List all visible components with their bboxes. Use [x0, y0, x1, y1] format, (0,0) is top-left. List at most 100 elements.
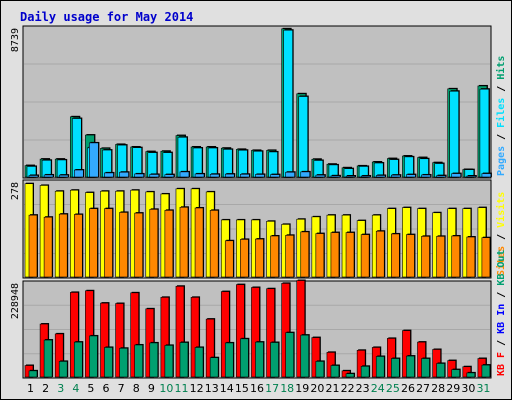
- legend-kb-f: KB F: [496, 352, 507, 376]
- bar-sites: [209, 210, 219, 278]
- x-tick-label: 24: [371, 382, 385, 395]
- legend-sites: Sites: [495, 246, 507, 276]
- bar-sites: [73, 214, 83, 278]
- legend-visits: Visits: [495, 192, 507, 228]
- bar-pages: [240, 173, 250, 178]
- x-tick-label: 15: [235, 382, 249, 395]
- bar-pages: [224, 173, 235, 178]
- x-tick-label: 18: [280, 382, 294, 395]
- bar-kb-out: [451, 369, 461, 378]
- x-tick-label: 14: [220, 382, 234, 395]
- bar-kb-out: [421, 358, 430, 378]
- bar-files: [132, 147, 142, 178]
- bar-pages: [255, 174, 265, 178]
- bar-sites: [149, 209, 159, 278]
- bar-files: [71, 118, 82, 178]
- bar-sites: [375, 230, 385, 278]
- bar-pages: [58, 174, 69, 178]
- bar-kb-out: [345, 373, 355, 378]
- bar-kb-out: [481, 364, 491, 378]
- bar-kb-out: [436, 363, 445, 378]
- bar-kb-out: [164, 345, 174, 378]
- bar-sites: [315, 233, 325, 278]
- legend-top: Pages / Files / Hits: [495, 56, 507, 176]
- legend-bottom: KB F / KB In / KB Out: [496, 250, 507, 376]
- bar-pages: [149, 174, 160, 178]
- bar-pages: [391, 174, 401, 178]
- x-tick-label: 31: [476, 382, 490, 395]
- y-max-label: 278: [10, 182, 21, 200]
- bar-sites: [436, 236, 445, 278]
- bar-kb-out: [466, 372, 476, 378]
- bar-sites: [330, 232, 340, 278]
- bar-pages: [330, 175, 341, 178]
- x-tick-label: 7: [118, 382, 125, 395]
- x-tick-label: 6: [103, 382, 110, 395]
- bar-pages: [360, 175, 371, 178]
- bar-sites: [270, 235, 279, 278]
- bar-sites: [89, 208, 98, 278]
- bar-pages: [406, 174, 416, 178]
- bar-pages: [270, 174, 280, 178]
- x-tick-label: 22: [341, 382, 355, 395]
- bar-pages: [194, 173, 205, 178]
- x-tick-label: 25: [386, 382, 400, 395]
- bar-files: [253, 150, 263, 178]
- x-tick-label: 20: [310, 382, 324, 395]
- panel-top: 8739 Pages / Files / Hits: [10, 25, 507, 179]
- bar-pages: [134, 173, 144, 178]
- bar-sites: [224, 240, 234, 278]
- x-tick-label: 28: [431, 382, 445, 395]
- bar-sites: [481, 237, 491, 278]
- x-tick-label: 26: [401, 382, 415, 395]
- bar-files: [162, 152, 173, 178]
- legend-separator: /: [496, 286, 507, 304]
- bar-pages: [209, 173, 220, 178]
- legend-hits: Hits: [495, 56, 507, 80]
- bar-sites: [164, 210, 174, 278]
- bar-pages: [89, 142, 99, 178]
- bar-pages: [73, 169, 84, 178]
- bar-kb-out: [240, 338, 249, 378]
- legend-middle: Sites / Visits: [495, 192, 507, 276]
- bar-sites: [255, 238, 264, 278]
- bar-files: [283, 29, 293, 178]
- bar-pages: [285, 171, 295, 178]
- x-tick-label: 19: [295, 382, 309, 395]
- bar-kb-out: [209, 357, 219, 378]
- bar-files: [238, 149, 248, 178]
- legend-separator: /: [496, 128, 507, 146]
- bar-kb-out: [194, 347, 204, 378]
- x-tick-label: 29: [446, 382, 460, 395]
- bar-kb-out: [104, 347, 113, 378]
- y-max-label: 8739: [10, 28, 21, 52]
- bar-pages: [119, 171, 129, 178]
- x-tick-label: 9: [148, 382, 155, 395]
- bar-kb-out: [315, 361, 325, 378]
- bar-files: [147, 152, 158, 178]
- bar-files: [207, 147, 218, 178]
- bar-pages: [28, 175, 39, 178]
- bar-kb-out: [149, 342, 159, 378]
- bar-pages: [421, 174, 431, 178]
- x-tick-label: 8: [133, 382, 140, 395]
- bar-kb-out: [255, 341, 264, 378]
- bar-kb-out: [330, 365, 340, 378]
- bar-sites: [391, 233, 400, 278]
- x-tick-label: 17: [265, 382, 279, 395]
- bar-kb-out: [58, 361, 68, 378]
- x-tick-label: 13: [205, 382, 219, 395]
- legend-kb-in: KB In: [496, 304, 507, 334]
- x-tick-label: 30: [461, 382, 475, 395]
- bar-sites: [58, 213, 68, 278]
- bar-sites: [104, 208, 113, 278]
- bar-kb-out: [179, 342, 189, 378]
- bar-sites: [300, 231, 310, 278]
- bar-kb-out: [285, 332, 294, 378]
- x-tick-label: 12: [190, 382, 204, 395]
- legend-separator: /: [496, 80, 507, 98]
- bar-kb-out: [89, 335, 98, 378]
- bar-sites: [194, 207, 204, 278]
